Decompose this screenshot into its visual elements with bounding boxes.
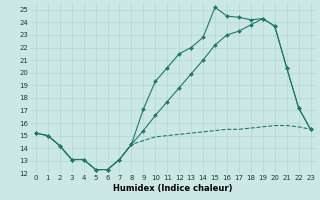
X-axis label: Humidex (Indice chaleur): Humidex (Indice chaleur) <box>114 184 233 193</box>
